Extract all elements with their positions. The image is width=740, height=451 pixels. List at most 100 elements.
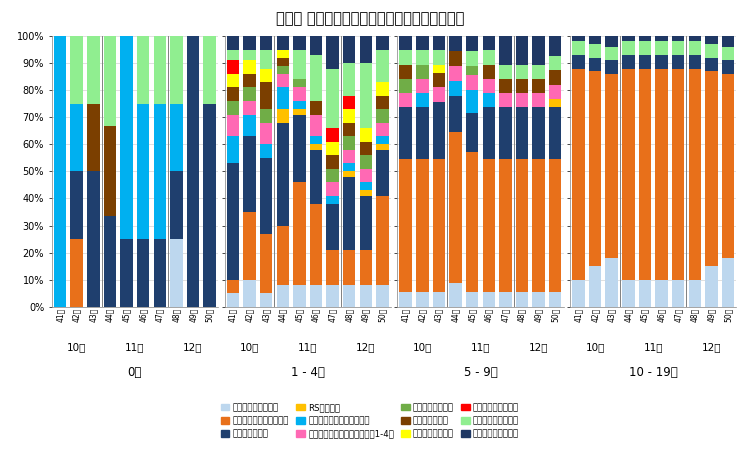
Bar <box>154 104 166 239</box>
Bar <box>516 93 528 107</box>
Bar <box>326 204 339 250</box>
Bar <box>622 280 634 307</box>
Bar <box>121 239 132 307</box>
Bar <box>549 70 562 84</box>
Bar <box>672 280 685 307</box>
Bar <box>500 107 511 159</box>
Bar <box>688 41 701 55</box>
Bar <box>589 36 602 44</box>
Bar <box>243 115 256 136</box>
Bar <box>226 36 239 50</box>
Bar <box>656 69 667 280</box>
Bar <box>226 136 239 163</box>
Bar <box>310 150 322 204</box>
Bar <box>343 285 355 307</box>
Bar <box>466 90 478 113</box>
Bar <box>705 36 718 44</box>
Bar <box>343 250 355 285</box>
Bar <box>500 36 511 64</box>
Bar <box>589 58 602 71</box>
Bar <box>260 123 272 144</box>
Bar <box>170 104 183 171</box>
Bar <box>416 79 428 93</box>
Bar <box>360 155 372 169</box>
Bar <box>310 55 322 101</box>
Bar <box>589 71 602 266</box>
Bar <box>500 64 511 79</box>
Bar <box>70 171 83 239</box>
Bar <box>293 182 306 285</box>
Text: 11月: 11月 <box>644 342 663 352</box>
Text: 10月: 10月 <box>240 342 259 352</box>
Bar <box>688 69 701 280</box>
Bar <box>500 93 511 107</box>
Bar <box>326 196 339 204</box>
Bar <box>326 128 339 142</box>
Bar <box>656 36 667 41</box>
Bar <box>705 71 718 266</box>
Bar <box>326 182 339 196</box>
Bar <box>589 44 602 58</box>
Bar <box>121 36 132 239</box>
Bar <box>416 159 428 292</box>
Bar <box>416 51 428 64</box>
Bar <box>326 250 339 285</box>
Bar <box>343 136 355 150</box>
Bar <box>343 177 355 250</box>
Bar <box>226 115 239 136</box>
Bar <box>293 109 306 115</box>
Bar <box>400 292 412 307</box>
Bar <box>243 36 256 50</box>
Bar <box>260 293 272 307</box>
Bar <box>549 99 562 107</box>
Bar <box>482 292 495 307</box>
Bar <box>449 51 462 66</box>
Bar <box>722 258 734 307</box>
Bar <box>416 292 428 307</box>
Bar <box>204 36 216 104</box>
Bar <box>416 64 428 79</box>
Bar <box>360 285 372 307</box>
Bar <box>243 136 256 212</box>
Bar <box>482 51 495 64</box>
Bar <box>260 36 272 50</box>
Bar <box>310 36 322 55</box>
Bar <box>170 171 183 239</box>
Bar <box>343 123 355 136</box>
Bar <box>277 87 289 109</box>
Bar <box>688 36 701 41</box>
Bar <box>500 159 511 292</box>
Bar <box>104 36 116 126</box>
Bar <box>516 107 528 159</box>
Bar <box>549 107 562 159</box>
Bar <box>293 36 306 50</box>
Bar <box>572 36 585 41</box>
Bar <box>154 239 166 307</box>
Bar <box>622 55 634 69</box>
Bar <box>243 60 256 74</box>
Bar <box>277 58 289 66</box>
Bar <box>70 239 83 307</box>
Bar <box>532 159 545 292</box>
Bar <box>343 150 355 163</box>
Bar <box>572 69 585 280</box>
Bar <box>688 55 701 69</box>
Bar <box>500 79 511 93</box>
Legend: 新型コロナウイルス, インフルエンザウイルス, ライノウイルス, RSウイルス, ヒトメタニューモウイルス, パラインフルエンザウイルス1-4型, ヒトボカウイ: 新型コロナウイルス, インフルエンザウイルス, ライノウイルス, RSウイルス,… <box>218 400 522 442</box>
Bar <box>226 50 239 60</box>
Bar <box>672 41 685 55</box>
Bar <box>433 159 445 292</box>
Bar <box>482 93 495 107</box>
Bar <box>416 107 428 159</box>
Bar <box>343 96 355 109</box>
Bar <box>243 212 256 280</box>
Bar <box>449 96 462 132</box>
Bar <box>376 50 388 82</box>
Bar <box>104 216 116 307</box>
Bar <box>400 36 412 51</box>
Bar <box>87 171 100 307</box>
Bar <box>226 74 239 87</box>
Text: 10 - 19歳: 10 - 19歳 <box>629 366 678 379</box>
Bar <box>532 107 545 159</box>
Bar <box>532 79 545 93</box>
